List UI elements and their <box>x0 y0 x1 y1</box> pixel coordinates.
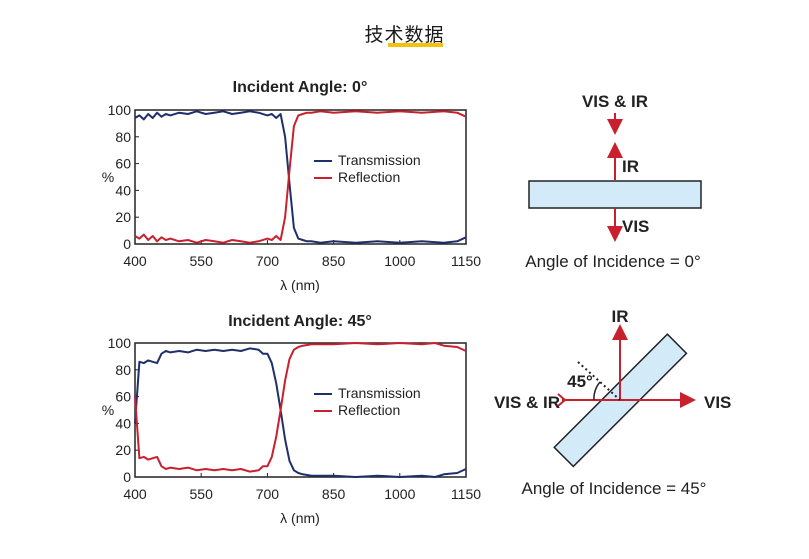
y-tick-label: 0 <box>123 469 131 485</box>
x-ticks: 400 550 700 850 1000 1150 <box>123 473 481 502</box>
y-tick-label: 60 <box>115 156 131 172</box>
series-line-transmission <box>134 347 467 478</box>
x-tick-label: 550 <box>190 253 214 269</box>
x-tick-label: 1000 <box>384 253 415 269</box>
x-tick-label: 1150 <box>451 486 481 502</box>
transmitted-label: VIS <box>704 393 731 412</box>
series-lines <box>134 110 467 244</box>
legend-label-reflection: Reflection <box>338 169 400 185</box>
series-lines <box>134 342 467 478</box>
x-axis-label: λ (nm) <box>280 277 320 293</box>
diagram-caption: Angle of Incidence = 0° <box>525 252 701 271</box>
x-tick-label: 550 <box>190 486 214 502</box>
plot-frame <box>134 342 467 478</box>
x-tick-label: 1000 <box>384 486 415 502</box>
x-tick-label: 700 <box>256 486 280 502</box>
legend-label-transmission: Transmission <box>338 152 421 168</box>
x-tick-label: 850 <box>322 486 346 502</box>
x-axis-label: λ (nm) <box>280 510 320 526</box>
y-tick-label: 40 <box>115 182 131 198</box>
series-line-transmission <box>134 110 467 244</box>
y-ticks: 0 20 40 60 80 100 <box>108 335 139 485</box>
x-tick-label: 400 <box>123 253 147 269</box>
incident-label: VIS & IR <box>582 92 648 111</box>
chart-title: Incident Angle: 0° <box>233 79 368 96</box>
transmitted-label: VIS <box>622 217 649 236</box>
chart-0deg: Incident Angle: 0° 0 20 40 60 80 100 400 550 70… <box>102 79 481 293</box>
x-ticks: 400 550 700 850 1000 1150 <box>123 240 481 269</box>
y-tick-label: 100 <box>108 102 132 118</box>
angle-label: 45° <box>567 372 593 391</box>
x-tick-label: 1150 <box>451 253 481 269</box>
y-tick-label: 20 <box>115 209 131 225</box>
x-tick-label: 400 <box>123 486 147 502</box>
y-tick-label: 40 <box>115 415 131 431</box>
y-tick-label: 80 <box>115 129 131 145</box>
series-line-reflection <box>134 110 467 244</box>
diagram-45-incidence: VIS & IR IR VIS 45° Angle of Incidence =… <box>494 307 731 498</box>
y-tick-label: 20 <box>115 442 131 458</box>
y-tick-label: 80 <box>115 362 131 378</box>
x-tick-label: 850 <box>322 253 346 269</box>
reflected-label: IR <box>622 157 639 176</box>
filter-plate <box>528 180 702 209</box>
incident-label: VIS & IR <box>494 393 560 412</box>
reflected-label: IR <box>612 307 629 326</box>
page-title: 技术数据 <box>364 24 445 46</box>
y-ticks: 0 20 40 60 80 100 <box>108 102 139 252</box>
legend: Transmission Reflection <box>314 385 421 418</box>
y-tick-label: 0 <box>123 236 131 252</box>
legend-label-transmission: Transmission <box>338 385 421 401</box>
angle-arc <box>593 381 601 401</box>
y-tick-label: 100 <box>108 335 132 351</box>
y-axis-label: % <box>102 402 114 418</box>
series-line-reflection <box>134 342 467 473</box>
chart-45deg: Incident Angle: 45° 0 20 40 60 80 100 400 550 7… <box>102 313 481 526</box>
diagram-caption: Angle of Incidence = 45° <box>522 479 707 498</box>
y-axis-label: % <box>102 169 114 185</box>
plot-frame <box>134 109 467 245</box>
chart-title: Incident Angle: 45° <box>228 313 372 330</box>
diagram-normal-incidence: VIS & IR IR VIS Angle of Incidence = 0° <box>525 92 702 271</box>
legend: Transmission Reflection <box>314 152 421 185</box>
legend-label-reflection: Reflection <box>338 402 400 418</box>
x-tick-label: 700 <box>256 253 280 269</box>
title-underline <box>388 43 443 47</box>
y-tick-label: 60 <box>115 389 131 405</box>
